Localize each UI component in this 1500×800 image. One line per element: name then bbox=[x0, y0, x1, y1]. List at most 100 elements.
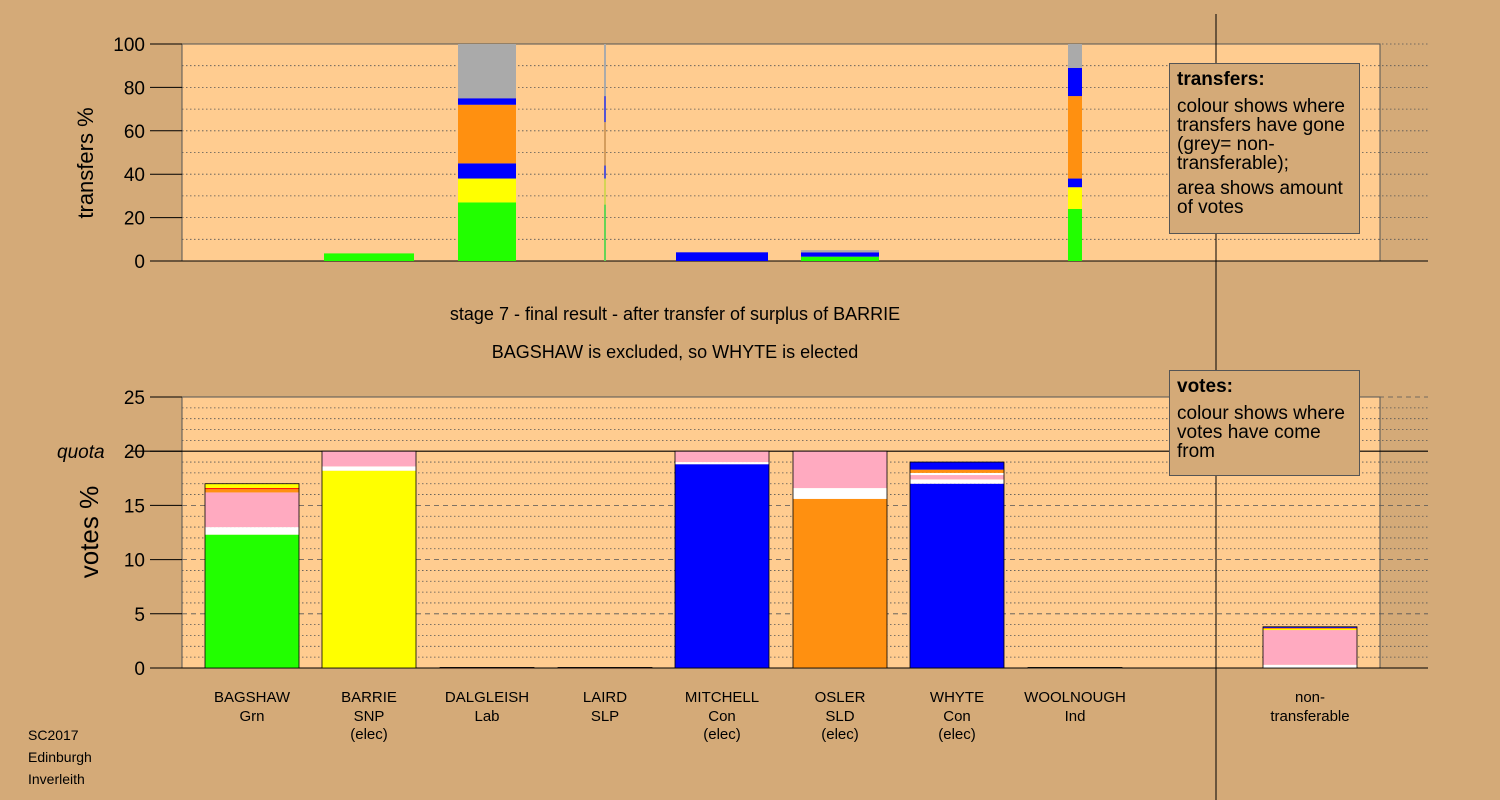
transfer-bar-segment bbox=[458, 44, 516, 99]
transfer-bar-segment bbox=[458, 178, 516, 203]
vote-bar-segment bbox=[205, 527, 299, 535]
votes-tick-label: 15 bbox=[124, 496, 145, 517]
vote-bar-outline bbox=[1027, 667, 1123, 669]
candidate-name: WOOLNOUGH bbox=[1024, 689, 1126, 706]
votes-axis-title: votes % bbox=[74, 486, 104, 579]
transfer-bar-segment bbox=[801, 252, 879, 257]
vote-bar-segment bbox=[322, 470, 416, 668]
votes-legend-title: votes: bbox=[1177, 376, 1233, 397]
votes-tick-label: 5 bbox=[134, 605, 145, 626]
transfer-bar-segment bbox=[676, 252, 768, 261]
transfers-tick-label: 80 bbox=[124, 78, 145, 99]
vote-bar-segment bbox=[675, 462, 769, 465]
vote-bar-segment bbox=[910, 472, 1004, 476]
candidate-party: SLP bbox=[591, 708, 619, 725]
vote-bar-segment bbox=[793, 451, 887, 489]
candidate-note: (elec) bbox=[821, 726, 859, 743]
transfer-bar-segment bbox=[1068, 67, 1082, 97]
candidate-note: (elec) bbox=[703, 726, 741, 743]
transfer-bar-segment bbox=[1068, 178, 1082, 188]
candidate-name: BARRIE bbox=[341, 689, 397, 706]
candidate-name: non- bbox=[1295, 689, 1325, 706]
transfer-bar-segment bbox=[458, 98, 516, 105]
candidate-name: WHYTE bbox=[930, 689, 984, 706]
candidate-party: Grn bbox=[239, 708, 264, 725]
vote-bar-segment bbox=[322, 466, 416, 471]
stage-result: BAGSHAW is excluded, so WHYTE is elected bbox=[491, 342, 859, 362]
transfers-tick-label: 40 bbox=[124, 165, 145, 186]
vote-bar-segment bbox=[1263, 627, 1357, 629]
transfers-legend-line1: colour shows where transfers have gone (… bbox=[1177, 96, 1345, 174]
candidate-name: OSLER bbox=[815, 689, 866, 706]
vote-bar-segment bbox=[1263, 664, 1357, 668]
votes-legend-line1: colour shows where votes have come from bbox=[1177, 403, 1345, 462]
vote-bar-segment bbox=[322, 451, 416, 467]
quota-label: quota bbox=[57, 442, 105, 463]
vote-bar-outline bbox=[321, 450, 417, 669]
vote-bar-segment bbox=[910, 469, 1004, 473]
vote-bar-outline bbox=[792, 450, 888, 669]
candidate-name: BAGSHAW bbox=[214, 689, 291, 706]
transfer-bar-segment bbox=[458, 104, 516, 164]
transfers-tick-label: 20 bbox=[124, 209, 145, 230]
candidate-party: transferable bbox=[1270, 708, 1349, 725]
vote-bar-segment bbox=[205, 488, 299, 490]
vote-bar-segment bbox=[793, 488, 887, 499]
transfers-tick-label: 60 bbox=[124, 122, 145, 143]
transfer-bar-segment bbox=[801, 250, 879, 253]
candidate-party: Ind bbox=[1065, 708, 1086, 725]
votes-legend: votes: colour shows where votes have com… bbox=[1169, 370, 1360, 476]
candidate-party: SLD bbox=[825, 708, 854, 725]
transfer-bar-segment bbox=[1068, 96, 1082, 179]
transfers-tick-label: 100 bbox=[113, 35, 145, 56]
vote-bar-segment bbox=[675, 451, 769, 463]
candidate-name: MITCHELL bbox=[685, 689, 759, 706]
transfers-legend-title: transfers: bbox=[1177, 69, 1265, 90]
transfer-bar-segment bbox=[458, 163, 516, 179]
vote-bar-segment bbox=[675, 464, 769, 668]
vote-bar-segment bbox=[1263, 628, 1357, 631]
vote-bar-segment bbox=[910, 475, 1004, 480]
transfer-bar-segment bbox=[1068, 208, 1082, 261]
vote-bar-outline bbox=[439, 667, 535, 669]
footer-line2: Edinburgh bbox=[28, 749, 92, 765]
candidate-name: LAIRD bbox=[583, 689, 627, 706]
transfers-legend-line2: area shows amount of votes bbox=[1177, 178, 1343, 218]
vote-bar-segment bbox=[1263, 626, 1357, 628]
votes-tick-label: 25 bbox=[124, 388, 145, 409]
candidate-party: Con bbox=[708, 708, 736, 725]
candidate-party: Lab bbox=[474, 708, 499, 725]
vote-bar-segment bbox=[205, 534, 299, 668]
candidate-name: DALGLEISH bbox=[445, 689, 529, 706]
vote-bar-segment bbox=[910, 483, 1004, 668]
vote-bar-outline bbox=[1262, 626, 1358, 669]
vote-bar-segment bbox=[205, 489, 299, 493]
candidate-party: SNP bbox=[354, 708, 385, 725]
transfer-bar-segment bbox=[1068, 187, 1082, 209]
stage-heading: stage 7 - final result - after transfer … bbox=[449, 304, 901, 324]
transfers-axis-title: transfers % bbox=[73, 107, 98, 218]
votes-tick-label: 20 bbox=[124, 442, 145, 463]
candidate-party: Con bbox=[943, 708, 971, 725]
vote-bar-segment bbox=[1263, 630, 1357, 665]
vote-bar-segment bbox=[205, 483, 299, 489]
candidate-note: (elec) bbox=[350, 726, 388, 743]
votes-tick-label: 10 bbox=[124, 551, 145, 572]
transfer-bar-segment bbox=[458, 202, 516, 261]
transfer-bar-segment bbox=[801, 256, 879, 261]
transfer-bar-segment bbox=[1068, 44, 1082, 68]
footer-line1: SC2017 bbox=[28, 727, 79, 743]
transfer-bar-segment bbox=[324, 253, 414, 261]
vote-bar-outline bbox=[204, 483, 300, 669]
votes-tick-label: 0 bbox=[134, 659, 145, 680]
vote-bar-segment bbox=[910, 462, 1004, 470]
vote-bar-outline bbox=[674, 450, 770, 669]
vote-bar-segment bbox=[910, 479, 1004, 484]
transfers-tick-label: 0 bbox=[134, 252, 145, 273]
vote-bar-segment bbox=[205, 492, 299, 528]
vote-bar-outline bbox=[909, 461, 1005, 669]
vote-bar-segment bbox=[793, 498, 887, 668]
vote-bar-outline bbox=[557, 667, 653, 669]
transfers-legend: transfers: colour shows where transfers … bbox=[1169, 63, 1360, 234]
candidate-note: (elec) bbox=[938, 726, 976, 743]
